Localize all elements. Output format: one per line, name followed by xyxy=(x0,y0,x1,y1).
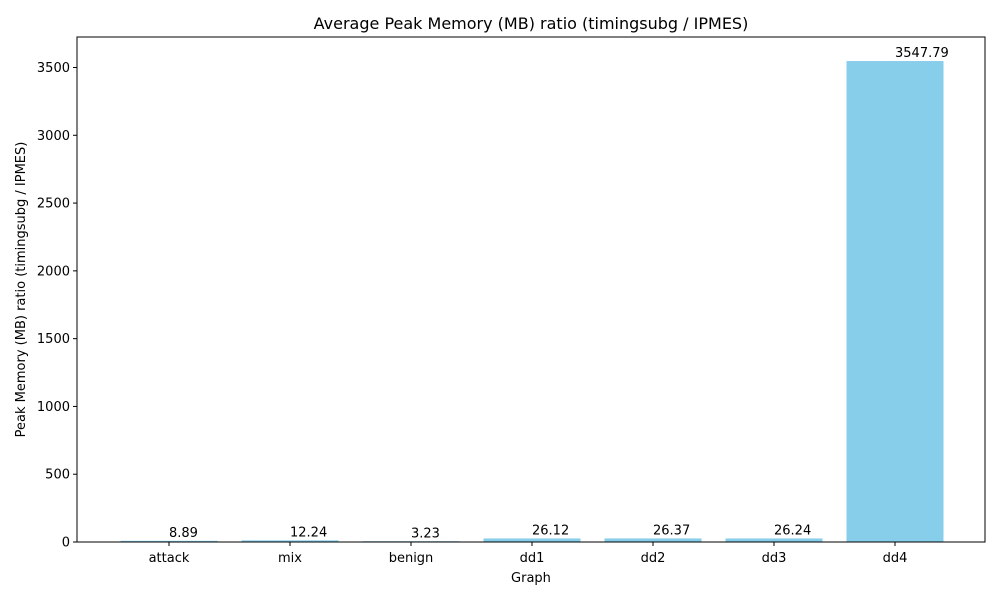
chart-title: Average Peak Memory (MB) ratio (timingsu… xyxy=(314,14,749,33)
x-tick-label-dd4: dd4 xyxy=(883,551,908,566)
data-labels-group: 8.89 12.24 3.23 26.12 26.37 26.24 3547.79 xyxy=(169,46,949,542)
x-tick-label-benign: benign xyxy=(389,551,434,566)
y-tick-label-2500: 2500 xyxy=(37,197,70,212)
bar-dd4 xyxy=(846,61,944,542)
y-tick-label-0: 0 xyxy=(62,536,70,551)
data-label-mix: 12.24 xyxy=(290,525,327,540)
data-label-benign: 3.23 xyxy=(411,527,440,542)
x-axis-label: Graph xyxy=(511,571,551,586)
y-tick-label-500: 500 xyxy=(45,468,70,483)
y-tick-label-3000: 3000 xyxy=(37,129,70,144)
data-label-dd1: 26.12 xyxy=(532,523,569,538)
y-tick-label-2000: 2000 xyxy=(37,264,70,279)
data-label-dd3: 26.24 xyxy=(774,523,811,538)
data-label-dd4: 3547.79 xyxy=(895,46,949,61)
data-label-attack: 8.89 xyxy=(169,526,198,541)
y-axis: 0 500 1000 1500 2000 2500 3000 3500 xyxy=(37,61,77,551)
bar-dd1 xyxy=(483,538,581,542)
y-tick-label-1500: 1500 xyxy=(37,332,70,347)
x-axis: attack mix benign dd1 dd2 dd3 dd4 xyxy=(149,542,908,566)
bar-attack xyxy=(120,540,218,542)
bars-group xyxy=(120,61,944,542)
x-tick-label-dd1: dd1 xyxy=(520,551,545,566)
y-tick-label-1000: 1000 xyxy=(37,400,70,415)
x-tick-label-mix: mix xyxy=(278,551,302,566)
x-tick-label-dd3: dd3 xyxy=(762,551,787,566)
y-axis-label: Peak Memory (MB) ratio (timingsubg / IPM… xyxy=(14,142,29,438)
y-tick-label-3500: 3500 xyxy=(37,61,70,76)
data-label-dd2: 26.37 xyxy=(653,523,690,538)
bar-dd3 xyxy=(725,538,823,542)
bar-mix xyxy=(241,540,339,542)
x-tick-label-dd2: dd2 xyxy=(641,551,666,566)
bar-dd2 xyxy=(604,538,702,542)
plot-frame xyxy=(76,36,986,543)
x-tick-label-attack: attack xyxy=(149,551,190,566)
